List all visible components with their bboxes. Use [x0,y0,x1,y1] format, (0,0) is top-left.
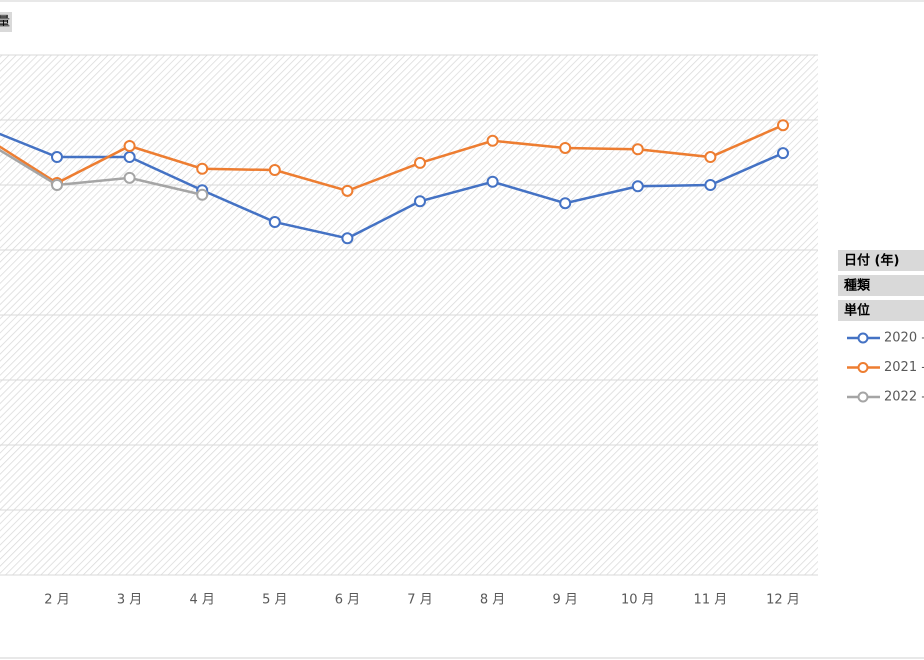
point [777,147,789,160]
point [704,179,717,191]
point [123,151,136,164]
field-label: 日付 (年) [844,253,899,269]
x-tick-label: 8 月 [480,593,505,608]
x-tick-label: 5 月 [262,593,287,608]
legend-marker [857,362,869,373]
legend-label: 2022 - [884,390,924,405]
legend-marker [857,391,869,403]
x-tick-label: 6 月 [335,593,360,608]
point [631,143,644,156]
filter-button[interactable]: 量 [0,12,12,32]
legend-label: 2020 - [884,331,924,346]
point [341,184,354,197]
point [414,156,426,169]
field-button[interactable]: 種類 [838,275,924,296]
point [123,171,136,184]
series-line [0,132,784,240]
point [196,188,209,201]
legend-marker [857,332,869,344]
point [559,141,572,154]
button-bg [838,275,924,296]
x-tick-label: 10 月 [621,593,655,608]
point [486,175,499,188]
point [196,162,209,175]
point [414,195,426,208]
button-bg [838,250,924,271]
x-tick-label: 11 月 [694,593,728,608]
button-label: 量 [0,15,10,30]
button-bg [838,300,924,321]
field-button[interactable]: 単位 [838,300,924,321]
field-label: 種類 [844,278,871,294]
point [559,197,572,210]
point [51,179,63,191]
series-line [0,124,784,193]
legend-label: 2021 - [884,360,924,375]
point [777,119,789,132]
x-tick-label: 2 月 [44,593,69,608]
point [268,164,281,177]
point [631,180,644,193]
x-tick-label: 4 月 [189,593,214,608]
point [268,216,281,229]
x-tick-label: 9 月 [552,593,577,608]
x-tick-label: 3 月 [117,593,142,608]
field-button[interactable]: 日付 (年) [838,250,924,271]
x-tick-label: 12 月 [766,593,800,608]
point [123,140,136,152]
button-bg [0,12,12,32]
point [486,134,499,147]
field-label: 単位 [844,303,870,319]
point [704,151,717,164]
series-line [0,148,203,196]
point [51,151,63,164]
point [341,232,354,245]
x-tick-label: 7 月 [407,593,432,608]
